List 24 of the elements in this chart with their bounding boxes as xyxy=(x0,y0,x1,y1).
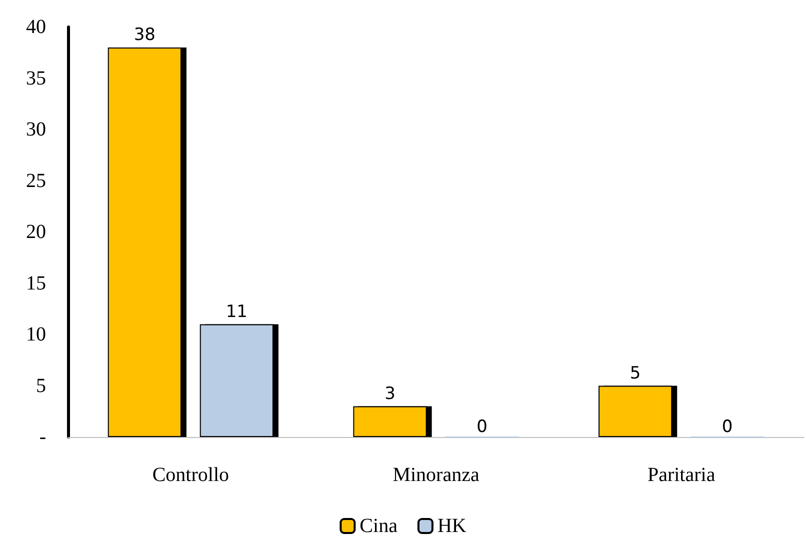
data-label: 5 xyxy=(630,363,641,384)
data-label: 0 xyxy=(722,417,733,437)
y-tick-label: - xyxy=(39,426,46,448)
bar xyxy=(200,324,274,437)
x-tick-label: Controllo xyxy=(152,464,230,486)
x-tick-label: Minoranza xyxy=(392,464,480,486)
data-label: 0 xyxy=(476,417,488,437)
y-tick-label: 30 xyxy=(26,118,46,140)
y-tick-label: 35 xyxy=(26,67,46,90)
bar xyxy=(353,406,427,437)
legend-label: Cina xyxy=(360,515,398,537)
y-tick-label: 40 xyxy=(26,16,46,38)
bar xyxy=(108,48,182,437)
legend-label: HK xyxy=(437,515,467,537)
data-label: 11 xyxy=(226,302,248,322)
x-tick-label: Paritaria xyxy=(647,464,716,486)
bar xyxy=(598,386,672,437)
data-label: 38 xyxy=(134,25,156,45)
y-tick-label: 25 xyxy=(26,170,46,192)
y-tick-label: 5 xyxy=(36,374,46,397)
y-tick-label: 10 xyxy=(26,324,46,346)
y-tick-label: 20 xyxy=(26,221,46,243)
y-tick-label: 15 xyxy=(26,272,46,294)
data-label: 3 xyxy=(384,384,396,404)
